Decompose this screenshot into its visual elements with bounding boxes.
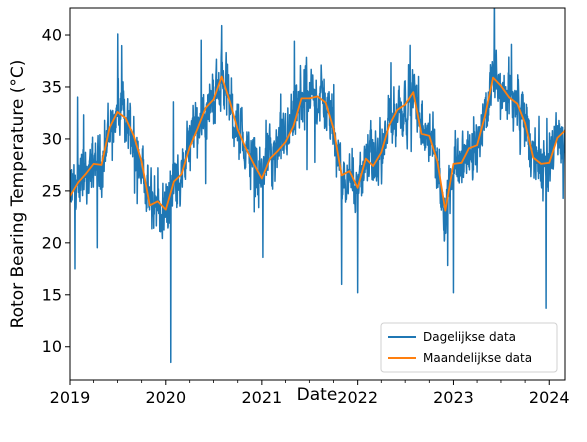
monthly-data-point [292, 125, 295, 128]
y-tick-label: 40 [42, 26, 62, 45]
monthly-data-point [556, 137, 559, 139]
monthly-data-point [508, 96, 510, 99]
monthly-data-point [173, 180, 175, 183]
legend: Dagelijkse data Maandelijkse data [380, 322, 558, 373]
x-axis: 2019 2020 2021 2022 2023 2024 [50, 380, 570, 407]
monthly-data-point [364, 157, 367, 160]
monthly-data-point [332, 127, 335, 130]
y-tick-label: 35 [42, 77, 62, 96]
monthly-data-point [148, 204, 151, 207]
monthly-data-point [116, 111, 119, 113]
monthly-data-point [356, 186, 359, 189]
monthly-data-point [372, 165, 374, 167]
monthly-data-point [196, 127, 199, 130]
monthly-data-point [108, 126, 111, 129]
monthly-data-point [284, 141, 287, 143]
monthly-data-point [100, 164, 103, 166]
legend-label-monthly: Maandelijkse data [423, 351, 532, 365]
x-tick-label: 2021 [241, 388, 282, 407]
monthly-data-point [420, 132, 423, 135]
legend-label-daily: Dagelijkse data [423, 330, 516, 344]
monthly-data-point [204, 106, 207, 109]
x-tick-label: 2022 [337, 388, 378, 407]
x-tick-label: 2024 [529, 388, 570, 407]
monthly-data-point [156, 200, 159, 203]
monthly-data-point [524, 122, 526, 125]
y-tick-label: 25 [42, 181, 62, 200]
monthly-data-point [84, 173, 87, 176]
monthly-data-point [484, 115, 486, 117]
monthly-data-point [340, 174, 343, 177]
monthly-data-point [492, 76, 494, 79]
monthly-data-point [452, 163, 455, 165]
monthly-data-point [252, 163, 255, 165]
monthly-data-point [92, 163, 95, 165]
monthly-data-point [500, 85, 502, 87]
monthly-data-point [380, 151, 383, 154]
monthly-data-point [388, 124, 390, 127]
monthly-data-point [436, 160, 439, 163]
y-tick-label: 10 [42, 337, 62, 356]
monthly-data-point [316, 95, 319, 98]
monthly-data-point [180, 173, 183, 176]
monthly-data-point [212, 98, 215, 101]
monthly-data-point [444, 209, 447, 212]
monthly-data-point [412, 91, 415, 93]
monthly-data-point [460, 162, 463, 164]
monthly-data-point [348, 170, 351, 172]
monthly-data-point [428, 135, 431, 137]
monthly-data-point [229, 100, 231, 103]
monthly-data-point [532, 156, 535, 159]
monthly-data-point [124, 117, 127, 119]
monthly-data-point [236, 128, 239, 131]
legend-box [380, 322, 558, 373]
monthly-data-point [220, 75, 223, 78]
y-tick-label: 15 [42, 285, 62, 304]
y-tick-label: 20 [42, 233, 62, 252]
monthly-data-point [132, 135, 135, 137]
monthly-data-point [276, 150, 279, 153]
monthly-data-point [324, 101, 327, 104]
x-tick-label: 2023 [433, 388, 474, 407]
monthly-data-point [516, 102, 519, 105]
monthly-data-point [140, 160, 143, 163]
monthly-data-point [540, 163, 542, 165]
y-axis-label: Rotor Bearing Temperature (°C) [8, 60, 28, 329]
monthly-data-point [245, 147, 247, 150]
monthly-data-point [77, 181, 79, 184]
monthly-data-point [476, 144, 478, 146]
plot-frame [69, 7, 566, 381]
x-tick-label: 2019 [50, 388, 91, 407]
y-tick-label: 30 [42, 129, 62, 148]
monthly-data-point [261, 177, 263, 180]
monthly-data-point [188, 146, 191, 149]
monthly-data-point [300, 97, 303, 100]
x-axis-label: Date [297, 385, 338, 405]
y-axis: 10 15 20 25 30 35 40 [42, 26, 70, 356]
monthly-data-point [396, 109, 399, 111]
monthly-data-point [308, 97, 311, 100]
monthly-data-point [468, 147, 470, 150]
x-tick-label: 2020 [145, 388, 186, 407]
monthly-data-point [404, 103, 406, 106]
monthly-data-point [548, 162, 551, 164]
monthly-data-point [165, 208, 167, 211]
monthly-data-point [269, 157, 271, 160]
plot-series-layer [70, 8, 565, 364]
